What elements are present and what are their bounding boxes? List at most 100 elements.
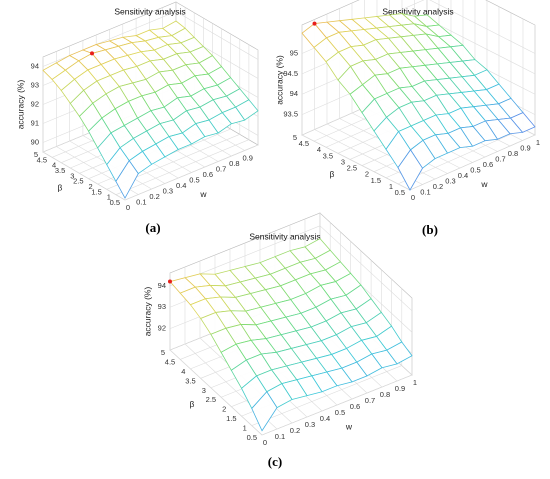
- y-tick-label: 5: [161, 348, 165, 357]
- y-tick-label: 4.5: [165, 357, 175, 366]
- x-tick-label: 0.8: [229, 159, 239, 168]
- x-tick-label: 0.1: [275, 432, 285, 441]
- z-tick-label: 94.5: [283, 69, 298, 78]
- x-tick-label: 0.9: [395, 384, 405, 393]
- x-tick-label: 0.6: [203, 170, 213, 179]
- y-tick-label: 0.5: [110, 198, 120, 207]
- caption: (b): [422, 222, 438, 237]
- y-tick-label: 3.5: [185, 376, 195, 385]
- y-tick-label: 1.5: [371, 176, 381, 185]
- z-tick-label: 92: [31, 99, 39, 108]
- grid-line: [169, 349, 263, 436]
- z-tick-label: 95: [290, 49, 298, 58]
- y-tick-label: 2.5: [73, 177, 83, 186]
- surface-cell: [115, 159, 139, 199]
- grid-line: [429, 0, 536, 54]
- y-tick-label: 3.5: [323, 151, 333, 160]
- x-tick-label: 0.6: [350, 402, 360, 411]
- y-tick-label: 5: [293, 133, 297, 142]
- z-axis-label: accuracy (%): [142, 287, 152, 337]
- caption: (a): [145, 220, 160, 235]
- caption: (c): [268, 454, 282, 469]
- x-axis-label: w: [345, 421, 353, 431]
- y-tick-label: 2: [88, 182, 92, 191]
- x-tick-label: 0.1: [420, 187, 430, 196]
- x-axis-label: w: [199, 189, 207, 199]
- chart-title: Sensitivity analysis: [114, 6, 185, 16]
- x-tick-label: 0.7: [216, 164, 226, 173]
- x-tick-label: 0.1: [136, 197, 146, 206]
- x-tick-label: 0.7: [495, 154, 505, 163]
- y-tick-label: 3: [70, 171, 74, 180]
- surface-cell: [251, 391, 278, 432]
- x-tick-label: 0: [126, 203, 130, 212]
- x-tick-label: 0.3: [163, 186, 173, 195]
- y-axis-label: β: [330, 169, 335, 179]
- grid-line: [251, 365, 402, 426]
- y-tick-label: 3: [202, 386, 206, 395]
- y-tick-label: 1.5: [226, 414, 236, 423]
- chart-title: Sensitivity analysis: [382, 6, 453, 16]
- z-axis-label: accuracy (%): [15, 80, 25, 130]
- z-tick-label: 94: [158, 281, 166, 290]
- grid-line: [175, 11, 259, 60]
- y-tick-label: 5: [34, 150, 38, 159]
- x-axis-label: w: [480, 179, 488, 189]
- max-point: [168, 279, 172, 284]
- z-tick-label: 91: [31, 118, 39, 127]
- grid-line: [301, 134, 411, 191]
- grid-line: [115, 139, 250, 195]
- x-tick-label: 0.4: [320, 414, 330, 423]
- x-tick-label: 0.8: [380, 390, 390, 399]
- y-tick-label: 2: [365, 170, 369, 179]
- y-tick-label: 3.5: [55, 166, 65, 175]
- grid-line: [261, 374, 413, 436]
- x-tick-label: 1: [536, 138, 540, 147]
- y-tick-label: 4: [181, 367, 185, 376]
- x-tick-label: 0.9: [242, 153, 252, 162]
- x-tick-label: 0.5: [470, 165, 480, 174]
- x-tick-label: 0: [263, 438, 267, 447]
- x-tick-label: 1: [413, 378, 417, 387]
- x-tick-label: 0.3: [305, 420, 315, 429]
- grid-line: [42, 11, 177, 67]
- y-tick-label: 1: [389, 182, 393, 191]
- x-tick-label: 0.2: [433, 182, 443, 191]
- y-tick-label: 1: [107, 193, 111, 202]
- x-tick-label: 0.9: [520, 143, 530, 152]
- surface-cell: [397, 149, 423, 191]
- max-point: [312, 21, 317, 26]
- x-tick-label: 0.5: [335, 408, 345, 417]
- z-tick-label: 90: [31, 137, 39, 146]
- x-tick-label: 0: [411, 193, 415, 202]
- x-tick-label: 0.2: [149, 192, 159, 201]
- z-tick-label: 93.5: [283, 110, 298, 119]
- y-tick-label: 4: [317, 145, 321, 154]
- z-tick-label: 93: [31, 80, 39, 89]
- x-tick-label: 0.2: [290, 426, 300, 435]
- y-tick-label: 2: [222, 405, 226, 414]
- z-tick-label: 92: [158, 324, 166, 333]
- y-tick-label: 4.5: [299, 139, 309, 148]
- z-tick-label: 94: [290, 89, 298, 98]
- z-tick-label: 94: [31, 61, 39, 70]
- grid-line: [426, 18, 536, 75]
- x-tick-label: 0.3: [445, 176, 455, 185]
- max-point: [90, 51, 95, 56]
- y-axis-label: β: [190, 399, 195, 409]
- y-tick-label: 1.5: [91, 187, 101, 196]
- grid-line: [124, 144, 259, 201]
- y-tick-label: 0.5: [247, 433, 257, 442]
- z-axis-label: accuracy (%): [274, 55, 284, 105]
- x-tick-label: 0.8: [508, 149, 518, 158]
- y-tick-label: 1: [243, 424, 247, 433]
- x-tick-label: 0.4: [458, 171, 468, 180]
- y-tick-label: 2.5: [347, 164, 357, 173]
- y-tick-label: 4: [52, 161, 56, 170]
- y-axis-label: β: [58, 182, 63, 192]
- x-tick-label: 0.5: [189, 175, 199, 184]
- x-tick-label: 0.4: [176, 181, 186, 190]
- grid-line: [409, 134, 536, 191]
- x-tick-label: 0.6: [483, 160, 493, 169]
